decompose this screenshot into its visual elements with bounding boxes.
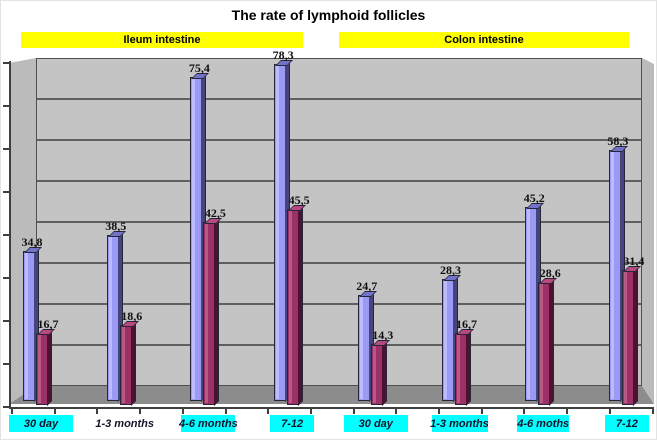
category-label: 1-3 months [430,415,489,432]
bar-value-label: 38,5 [105,219,127,234]
bar-blue [441,279,454,401]
x-axis-tick [651,408,654,414]
category-label: 4-6 moths [517,415,570,432]
bar-value-label: 45,2 [523,190,545,205]
y-axis-tick [3,105,10,107]
bar-blue [106,235,119,401]
bar-value-label: 16,7 [456,317,477,332]
bar-edge-highlight [540,284,544,403]
bar-blue [23,251,35,401]
x-axis-tick [395,408,398,414]
y-axis-line [9,61,11,408]
bar-blue [190,76,203,401]
bar-maroon [287,209,300,405]
bar-maroon [36,333,48,405]
gridline [37,180,641,182]
category-label: 30 day [9,415,73,432]
x-axis-line [9,407,654,409]
bar-edge-highlight [108,237,112,399]
x-axis-tick [53,408,56,414]
y-axis-tick [3,148,10,150]
bar-edge-highlight [205,224,209,403]
y-axis-tick [3,62,10,64]
bar-edge-highlight [289,211,293,403]
bar-value-label: 45,5 [288,193,310,208]
bar-maroon [454,333,467,405]
bar-edge-highlight [527,208,531,399]
bar-blue [608,150,621,401]
x-axis-tick [96,408,99,414]
y-axis-tick [3,363,10,365]
bar-edge-highlight [443,281,447,399]
bar-value-label: 75,4 [188,60,210,75]
x-axis-tick [181,408,184,414]
bar-edge-highlight [25,253,28,399]
bar-maroon [203,222,216,405]
y-axis-tick [3,320,10,322]
x-axis-tick [480,408,483,414]
bar-edge-highlight [359,296,363,399]
x-axis-tick [352,408,355,414]
x-axis-tick [608,408,611,414]
y-axis-tick [3,191,10,193]
x-axis-tick [438,408,440,414]
x-axis-tick [139,408,142,414]
chart-floor [9,386,654,404]
bar-value-label: 28,3 [440,263,461,278]
bar-maroon [538,282,551,405]
category-label: 7-12 [604,415,649,432]
gridline [37,303,641,305]
bar-value-label: 34,8 [21,235,43,250]
gridline [37,98,641,100]
section-header-colon-label: Colon intestine [444,34,524,46]
bar-blue [525,206,538,401]
bar-edge-highlight [372,345,376,403]
x-axis-tick [224,408,227,414]
gridline [37,221,641,223]
bar-maroon [621,269,634,405]
x-axis-tick [523,408,526,414]
bar-value-label: 14,3 [372,327,394,342]
y-axis-tick [3,406,10,408]
gridline [37,262,641,264]
bar-value-label: 28,6 [539,266,561,281]
x-axis-tick [566,408,569,414]
bar-edge-highlight [121,327,125,403]
bar-value-label: 16,7 [37,317,59,332]
category-label: 4-6 months [179,415,238,432]
bar-edge-highlight [456,335,460,403]
category-label: 1-3 months [95,417,155,430]
bar-edge-highlight [38,335,41,403]
right-wall [642,58,654,404]
bar-value-label: 42,5 [204,206,226,221]
x-axis-tick [267,408,270,414]
section-header-colon: Colon intestine [339,32,629,48]
bar-value-label: 78,3 [272,48,294,63]
bar-value-label: 24,7 [356,278,378,293]
bar-blue [357,294,370,401]
x-axis-tick [11,408,13,414]
gridline [37,139,641,141]
bar-edge-highlight [276,66,280,399]
gridline [37,344,641,346]
category-label: 7-12 [270,415,315,432]
section-header-ileum-label: Ileum intestine [123,34,201,46]
bar-edge-highlight [192,78,196,399]
bar-maroon [370,343,383,405]
bar-blue [274,64,287,401]
chart-title: The rate of lymphoid follicles [231,7,426,23]
bar-value-label: 58,3 [607,134,629,149]
bar-edge-highlight [623,271,627,403]
y-axis-tick [3,277,10,279]
bar-maroon [119,325,132,405]
category-label: 30 day [343,415,408,432]
section-header-ileum: Ileum intestine [21,32,303,48]
bar-edge-highlight [610,152,614,399]
y-axis-tick [3,234,10,236]
x-axis-tick [309,408,312,414]
bar-value-label: 31,4 [623,253,645,268]
bar-value-label: 18,6 [121,309,143,324]
